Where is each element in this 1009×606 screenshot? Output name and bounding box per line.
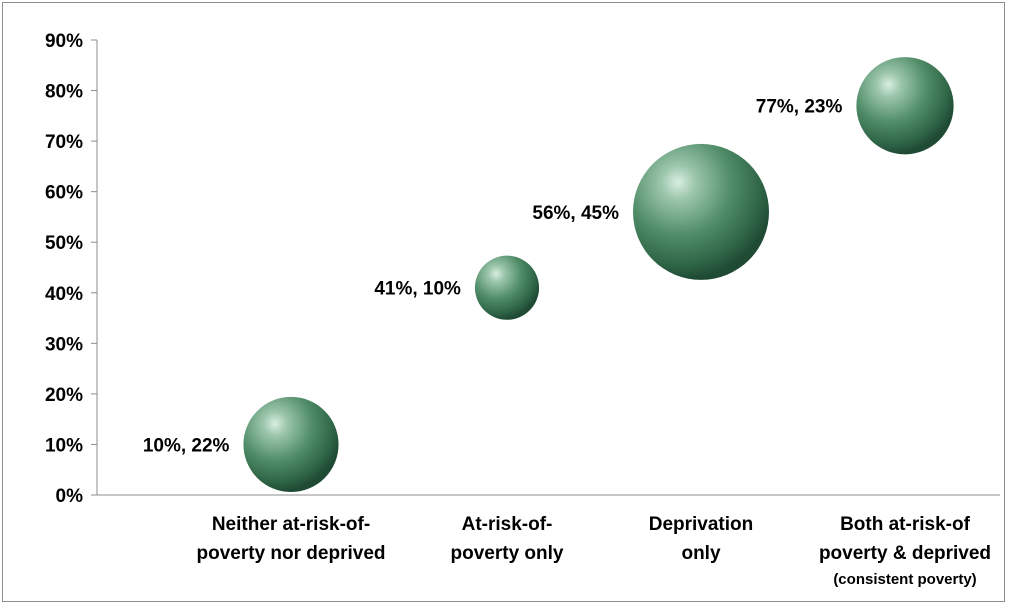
x-category-label: only (681, 543, 720, 564)
bubble (856, 57, 954, 155)
bubbles (243, 57, 954, 492)
y-tick-label: 60% (45, 183, 83, 204)
x-category-note: (consistent poverty) (833, 571, 976, 588)
y-tick-label: 0% (56, 486, 84, 507)
data-label: 41%, 10% (374, 279, 461, 300)
data-label: 77%, 23% (756, 97, 843, 118)
y-tick-label: 70% (45, 132, 83, 153)
y-tick-label: 10% (45, 435, 83, 456)
x-category-label: At-risk-of- (462, 514, 553, 535)
bubble (474, 255, 540, 320)
labels: 10%, 22% 41%, 10% 56%, 45% 77%, 23% (143, 97, 843, 457)
y-tick-label: 30% (45, 334, 83, 355)
bubble (633, 143, 769, 280)
bubble (243, 396, 339, 492)
x-category-label: poverty nor deprived (197, 543, 386, 564)
x-category-label: poverty only (451, 543, 564, 564)
x-category-label: Both at-risk-of (840, 514, 971, 535)
axes: 0% 10% 20% 30% 40% 50% 60% 70% 80% 90% Neither at-… (45, 31, 1000, 588)
y-tick-label: 20% (45, 385, 83, 406)
x-category-label: poverty & deprived (819, 543, 991, 564)
y-tick-label: 90% (45, 31, 83, 52)
y-tick-label: 50% (45, 233, 83, 254)
x-category-label: Neither at-risk-of- (212, 514, 370, 535)
x-category-label: Deprivation (649, 514, 754, 535)
y-tick-label: 40% (45, 284, 83, 305)
data-label: 56%, 45% (532, 203, 619, 224)
data-label: 10%, 22% (143, 435, 230, 456)
y-tick-label: 80% (45, 82, 83, 103)
